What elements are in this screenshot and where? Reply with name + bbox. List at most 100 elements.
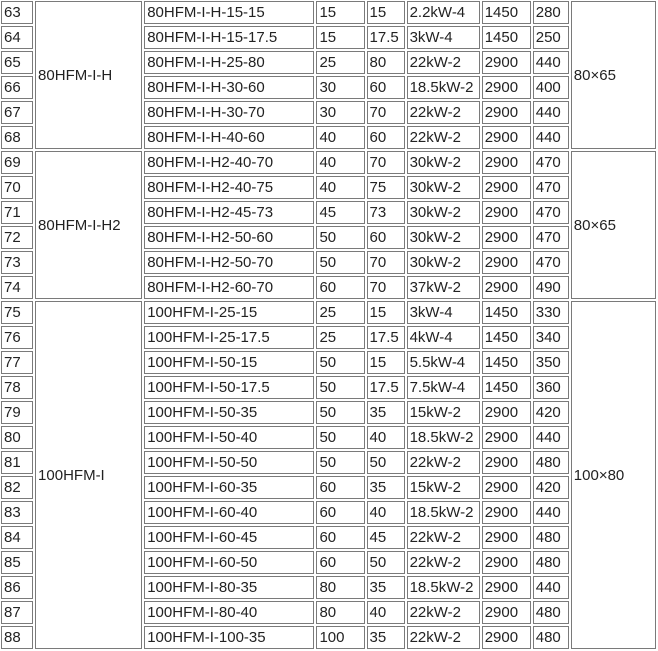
power-cell: 4kW-4 [406, 326, 480, 349]
head-cell: 15 [366, 1, 405, 24]
weight-cell: 350 [532, 351, 569, 374]
speed-cell: 1450 [481, 326, 531, 349]
table-row: 73 80HFM-I-H2-50-70 50 70 30kW-2 2900 470 [1, 251, 656, 274]
speed-cell: 2900 [481, 501, 531, 524]
weight-cell: 480 [532, 551, 569, 574]
power-cell: 3kW-4 [406, 26, 480, 49]
flow-cell: 50 [316, 351, 365, 374]
flow-cell: 60 [316, 526, 365, 549]
index-cell: 85 [1, 551, 34, 574]
table-row: 82 100HFM-I-60-35 60 35 15kW-2 2900 420 [1, 476, 656, 499]
model-cell: 80HFM-I-H-30-70 [144, 101, 315, 124]
table-row: 87 100HFM-I-80-40 80 40 22kW-2 2900 480 [1, 601, 656, 624]
flow-cell: 50 [316, 226, 365, 249]
weight-cell: 420 [532, 401, 569, 424]
table-row: 84 100HFM-I-60-45 60 45 22kW-2 2900 480 [1, 526, 656, 549]
head-cell: 17.5 [366, 26, 405, 49]
flow-cell: 45 [316, 201, 365, 224]
flow-cell: 15 [316, 26, 365, 49]
weight-cell: 440 [532, 501, 569, 524]
model-cell: 80HFM-I-H-15-17.5 [144, 26, 315, 49]
head-cell: 35 [366, 476, 405, 499]
speed-cell: 1450 [481, 1, 531, 24]
table-row: 69 80HFM-I-H2 80HFM-I-H2-40-70 40 70 30kW-2 29… [1, 151, 656, 299]
table-row: 72 80HFM-I-H2-50-60 50 60 30kW-2 2900 470 [1, 226, 656, 249]
model-cell: 80HFM-I-H2-45-73 [144, 201, 315, 224]
head-cell: 60 [366, 226, 405, 249]
model-cell: 80HFM-I-H2-40-75 [144, 176, 315, 199]
head-cell: 15 [366, 301, 405, 324]
power-cell: 18.5kW-2 [406, 501, 480, 524]
power-cell: 15kW-2 [406, 401, 480, 424]
model-cell: 100HFM-I-25-15 [144, 301, 315, 324]
weight-cell: 470 [532, 151, 569, 174]
head-cell: 40 [366, 426, 405, 449]
table-row: 71 80HFM-I-H2-45-73 45 73 30kW-2 2900 470 [1, 201, 656, 224]
model-cell: 100HFM-I-60-50 [144, 551, 315, 574]
table-row: 76 100HFM-I-25-17.5 25 17.5 4kW-4 1450 340 [1, 326, 656, 349]
model-cell: 80HFM-I-H2-50-60 [144, 226, 315, 249]
index-cell: 64 [1, 26, 34, 49]
table-row: 80 100HFM-I-50-40 50 40 18.5kW-2 2900 440 [1, 426, 656, 449]
flow-cell: 40 [316, 176, 365, 199]
power-cell: 22kW-2 [406, 601, 480, 624]
index-cell: 73 [1, 251, 34, 274]
power-cell: 22kW-2 [406, 126, 480, 149]
index-cell: 82 [1, 476, 34, 499]
power-cell: 15kW-2 [406, 476, 480, 499]
flow-cell: 60 [316, 501, 365, 524]
head-cell: 70 [366, 151, 405, 174]
power-cell: 3kW-4 [406, 301, 480, 324]
speed-cell: 2900 [481, 176, 531, 199]
power-cell: 30kW-2 [406, 151, 480, 174]
weight-cell: 330 [532, 301, 569, 324]
head-cell: 45 [366, 526, 405, 549]
model-cell: 100HFM-I-60-45 [144, 526, 315, 549]
power-cell: 18.5kW-2 [406, 576, 480, 599]
speed-cell: 2900 [481, 476, 531, 499]
flow-cell: 50 [316, 251, 365, 274]
model-cell: 80HFM-I-H2-60-70 [144, 276, 315, 299]
index-cell: 71 [1, 201, 34, 224]
flow-cell: 40 [316, 151, 365, 174]
weight-cell: 470 [532, 226, 569, 249]
weight-cell: 480 [532, 451, 569, 474]
speed-cell: 2900 [481, 451, 531, 474]
table-row: 78 100HFM-I-50-17.5 50 17.5 7.5kW-4 1450 360 [1, 376, 656, 399]
weight-cell: 480 [532, 626, 569, 649]
flow-cell: 60 [316, 276, 365, 299]
model-cell: 100HFM-I-80-35 [144, 576, 315, 599]
speed-cell: 2900 [481, 251, 531, 274]
speed-cell: 2900 [481, 601, 531, 624]
power-cell: 2.2kW-4 [406, 1, 480, 24]
index-cell: 77 [1, 351, 34, 374]
port-size-cell: 80×65 [570, 1, 656, 149]
speed-cell: 2900 [481, 401, 531, 424]
index-cell: 66 [1, 76, 34, 99]
power-cell: 22kW-2 [406, 451, 480, 474]
model-cell: 100HFM-I-80-40 [144, 601, 315, 624]
speed-cell: 2900 [481, 126, 531, 149]
series-cell: 80HFM-I-H2 [35, 151, 143, 299]
model-cell: 80HFM-I-H-30-60 [144, 76, 315, 99]
head-cell: 70 [366, 276, 405, 299]
flow-cell: 25 [316, 301, 365, 324]
speed-cell: 1450 [481, 351, 531, 374]
table-row: 65 80HFM-I-H-25-80 25 80 22kW-2 2900 440 [1, 51, 656, 74]
flow-cell: 15 [316, 1, 365, 24]
model-cell: 80HFM-I-H-40-60 [144, 126, 315, 149]
power-cell: 18.5kW-2 [406, 426, 480, 449]
head-cell: 15 [366, 351, 405, 374]
head-cell: 40 [366, 601, 405, 624]
table-row: 74 80HFM-I-H2-60-70 60 70 37kW-2 2900 490 [1, 276, 656, 299]
speed-cell: 2900 [481, 426, 531, 449]
table-row: 63 80HFM-I-H 80HFM-I-H-15-15 15 15 2.2kW-4 145… [1, 1, 656, 149]
weight-cell: 440 [532, 51, 569, 74]
head-cell: 60 [366, 76, 405, 99]
index-cell: 86 [1, 576, 34, 599]
index-cell: 79 [1, 401, 34, 424]
flow-cell: 25 [316, 326, 365, 349]
weight-cell: 480 [532, 526, 569, 549]
